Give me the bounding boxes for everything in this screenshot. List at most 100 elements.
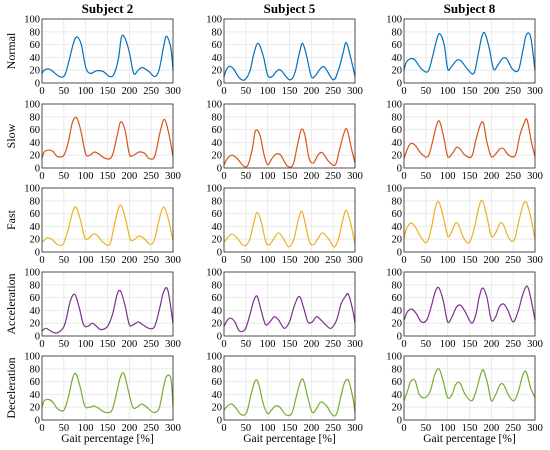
series-line-deceleration-subject-5 — [223, 378, 356, 417]
x-tick-label: 0 — [221, 171, 226, 182]
y-tick-label: 20 — [212, 66, 223, 77]
x-tick-label: 100 — [78, 86, 94, 97]
y-tick-label: 0 — [397, 248, 402, 259]
x-tick-label: 100 — [78, 255, 94, 266]
y-tick-label: 20 — [392, 403, 403, 414]
y-tick-label: 40 — [392, 390, 403, 401]
x-tick-label: 100 — [440, 171, 456, 182]
x-tick-label: 300 — [165, 255, 181, 266]
x-tick-label: 300 — [165, 171, 181, 182]
x-tick-label: 50 — [59, 171, 70, 182]
x-tick-label: 300 — [527, 423, 543, 434]
x-tick-label: 300 — [347, 86, 363, 97]
y-tick-label: 80 — [212, 364, 223, 375]
row-label-acceleration: Acceleration — [4, 273, 18, 334]
plot-frame — [41, 355, 174, 421]
y-tick-label: 80 — [212, 196, 223, 207]
y-tick-label: 20 — [30, 235, 41, 246]
x-tick-label: 250 — [505, 255, 521, 266]
y-tick-label: 40 — [30, 53, 41, 64]
x-tick-label: 150 — [462, 423, 478, 434]
y-tick-label: 60 — [30, 40, 41, 51]
x-tick-label: 0 — [401, 171, 406, 182]
y-tick-label: 100 — [386, 15, 402, 26]
column-title-subject-8: Subject 8 — [444, 1, 496, 16]
column-title-subject-2: Subject 2 — [82, 1, 134, 16]
series-line-slow-subject-2 — [41, 116, 174, 160]
x-tick-label: 100 — [260, 423, 276, 434]
x-tick-label: 300 — [347, 423, 363, 434]
x-tick-label: 100 — [440, 339, 456, 350]
x-tick-label: 0 — [401, 86, 406, 97]
x-tick-label: 300 — [527, 171, 543, 182]
series-line-fast-subject-2 — [41, 204, 174, 247]
y-tick-label: 20 — [212, 403, 223, 414]
y-tick-label: 20 — [392, 235, 403, 246]
y-tick-label: 100 — [206, 100, 222, 111]
plot-frame — [403, 103, 536, 169]
x-tick-label: 200 — [121, 171, 137, 182]
x-tick-label: 150 — [100, 423, 116, 434]
y-tick-label: 40 — [30, 306, 41, 317]
plot-frame — [403, 187, 536, 253]
y-tick-label: 100 — [24, 184, 40, 195]
y-tick-label: 60 — [30, 377, 41, 388]
y-tick-label: 60 — [30, 209, 41, 220]
x-tick-label: 250 — [143, 423, 159, 434]
x-axis-label: Gait percentage [%] — [61, 433, 154, 445]
y-tick-label: 100 — [206, 15, 222, 26]
x-tick-label: 200 — [303, 339, 319, 350]
x-tick-label: 200 — [121, 255, 137, 266]
x-tick-label: 250 — [505, 339, 521, 350]
x-axis-label: Gait percentage [%] — [243, 433, 336, 445]
column-title-subject-5: Subject 5 — [264, 1, 316, 16]
x-tick-label: 150 — [282, 86, 298, 97]
y-tick-label: 80 — [30, 280, 41, 291]
y-tick-label: 0 — [217, 248, 222, 259]
y-tick-label: 20 — [30, 66, 41, 77]
x-tick-label: 50 — [241, 171, 252, 182]
x-tick-label: 100 — [440, 255, 456, 266]
x-tick-label: 100 — [440, 423, 456, 434]
series-line-deceleration-subject-2 — [41, 372, 174, 414]
y-tick-label: 100 — [24, 268, 40, 279]
series-line-fast-subject-5 — [223, 209, 356, 248]
x-tick-label: 50 — [241, 339, 252, 350]
x-tick-label: 150 — [100, 171, 116, 182]
row-label-slow: Slow — [4, 123, 18, 148]
y-tick-label: 40 — [392, 53, 403, 64]
series-line-normal-subject-8 — [403, 31, 536, 75]
x-tick-label: 250 — [505, 171, 521, 182]
series-line-normal-subject-2 — [41, 34, 174, 78]
y-tick-label: 40 — [212, 138, 223, 149]
x-tick-label: 250 — [325, 423, 341, 434]
plot-frame — [41, 103, 174, 169]
y-tick-label: 20 — [30, 319, 41, 330]
x-tick-label: 100 — [260, 255, 276, 266]
series-line-slow-subject-5 — [223, 127, 356, 168]
series-line-normal-subject-5 — [223, 42, 356, 81]
plot-frame — [403, 18, 536, 84]
y-tick-label: 20 — [392, 319, 403, 330]
x-tick-label: 250 — [505, 423, 521, 434]
y-tick-label: 100 — [386, 268, 402, 279]
y-tick-label: 0 — [35, 79, 40, 90]
x-tick-label: 100 — [260, 86, 276, 97]
y-tick-label: 80 — [30, 196, 41, 207]
x-tick-label: 50 — [241, 255, 252, 266]
x-tick-label: 50 — [421, 255, 432, 266]
y-tick-label: 20 — [392, 66, 403, 77]
x-tick-label: 50 — [59, 339, 70, 350]
x-tick-label: 50 — [421, 423, 432, 434]
y-tick-label: 80 — [212, 27, 223, 38]
y-tick-label: 0 — [397, 79, 402, 90]
x-tick-label: 300 — [165, 423, 181, 434]
x-tick-label: 150 — [100, 339, 116, 350]
